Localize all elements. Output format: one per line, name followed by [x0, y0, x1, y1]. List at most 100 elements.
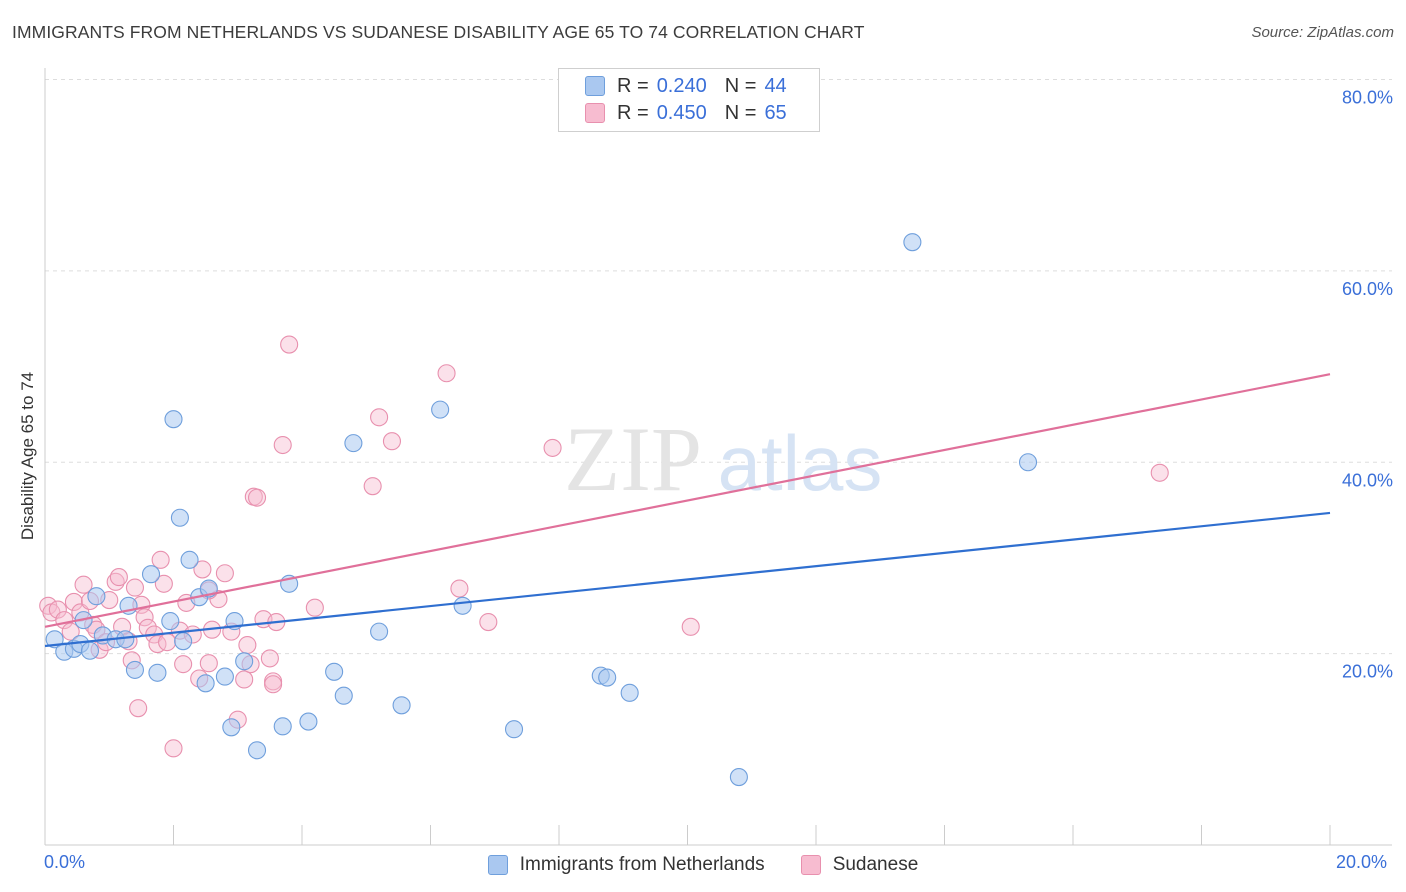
legend-swatch-blue — [585, 76, 605, 96]
netherlands-trend-line — [44, 511, 1331, 648]
watermark-zip: ZIP — [564, 408, 702, 510]
sudanese-point — [235, 670, 254, 689]
correlation-legend: R = 0.240 N = 44 R = 0.450 N = 65 — [558, 68, 820, 132]
sudanese-point — [264, 675, 283, 694]
chart-title: IMMIGRANTS FROM NETHERLANDS VS SUDANESE … — [12, 22, 865, 42]
sudanese-point — [1150, 463, 1169, 482]
y-tick-label-40: 40.0% — [1342, 470, 1393, 490]
sudanese-point — [681, 617, 700, 636]
sudanese-point — [164, 739, 183, 758]
sudanese-point — [215, 564, 234, 583]
legend-swatch-pink — [585, 103, 605, 123]
netherlands-point — [598, 668, 617, 687]
legend-r-value: 0.240 — [656, 74, 707, 97]
netherlands-point — [148, 663, 167, 682]
legend-row-netherlands: R = 0.240 N = 44 — [585, 73, 787, 99]
netherlands-point — [273, 717, 292, 736]
netherlands-point — [392, 696, 411, 715]
netherlands-point — [729, 768, 748, 787]
legend-label-netherlands: Immigrants from Netherlands — [519, 854, 765, 875]
y-tick-labels: 20.0% 40.0% 60.0% 80.0% — [1342, 88, 1393, 682]
netherlands-point — [174, 632, 193, 651]
netherlands-point — [87, 587, 106, 606]
sudanese-point — [247, 488, 267, 507]
legend-n-label: N = — [724, 101, 757, 124]
legend-item-netherlands: Immigrants from Netherlands — [487, 854, 765, 876]
legend-n-value: 65 — [764, 101, 787, 124]
y-tick-label-80: 80.0% — [1342, 88, 1393, 108]
sudanese-point — [61, 622, 80, 641]
y-tick-label-60: 60.0% — [1342, 279, 1393, 299]
watermark: ZIP atlas — [564, 408, 882, 510]
sudanese-point — [151, 550, 170, 569]
legend-item-sudanese: Sudanese — [800, 854, 919, 876]
sudanese-point — [238, 635, 257, 655]
sudanese-point — [135, 608, 154, 627]
watermark-atlas: atlas — [718, 419, 883, 507]
sudanese-point — [437, 364, 456, 383]
netherlands-point — [1018, 453, 1038, 472]
netherlands-point — [334, 686, 353, 705]
sudanese-point — [48, 600, 67, 619]
netherlands-point — [903, 233, 922, 252]
source-label: Source: ZipAtlas.com — [1251, 24, 1394, 41]
netherlands-points — [45, 233, 1038, 787]
netherlands-point — [620, 683, 639, 702]
sudanese-point — [363, 477, 382, 496]
netherlands-point — [196, 674, 215, 693]
y-tick-label-20: 20.0% — [1342, 662, 1393, 682]
netherlands-point — [164, 410, 183, 429]
axes — [44, 68, 1392, 846]
netherlands-point — [325, 662, 344, 681]
netherlands-point — [247, 741, 267, 760]
sudanese-point — [450, 579, 469, 598]
netherlands-point — [222, 718, 241, 737]
sudanese-point — [273, 435, 292, 455]
sudanese-point — [129, 699, 148, 718]
netherlands-point — [299, 712, 318, 731]
x-tick-label-max: 20.0% — [1336, 852, 1388, 872]
sudanese-point — [382, 432, 402, 451]
sudanese-trend-line — [44, 373, 1331, 628]
netherlands-point — [431, 400, 450, 419]
sudanese-point — [199, 654, 218, 673]
legend-swatch-blue — [487, 855, 508, 875]
y-axis-label: Disability Age 65 to 74 — [18, 371, 37, 541]
x-tick-label-min: 0.0% — [44, 852, 86, 872]
grid-lines — [45, 79, 1392, 655]
legend-r-label: R = — [617, 101, 649, 124]
legend-n-value: 44 — [764, 74, 787, 97]
sudanese-point — [109, 568, 128, 587]
netherlands-point — [170, 508, 189, 527]
sudanese-point — [280, 335, 299, 354]
netherlands-point — [215, 667, 234, 686]
legend-r-label: R = — [617, 74, 649, 97]
netherlands-point — [125, 660, 144, 679]
sudanese-point — [154, 574, 173, 593]
legend-row-sudanese: R = 0.450 N = 65 — [585, 100, 787, 126]
netherlands-point — [180, 550, 199, 569]
legend-r-value: 0.450 — [656, 101, 707, 124]
sudanese-point — [370, 408, 389, 427]
sudanese-point — [174, 655, 193, 674]
sudanese-point — [193, 560, 212, 579]
sudanese-point — [479, 612, 498, 632]
netherlands-point — [141, 565, 161, 584]
legend-swatch-pink — [800, 855, 821, 875]
netherlands-point — [504, 720, 524, 739]
legend-n-label: N = — [724, 74, 757, 97]
sudanese-point — [305, 598, 324, 617]
netherlands-point — [161, 612, 180, 631]
sudanese-point — [543, 438, 562, 457]
netherlands-point — [80, 641, 100, 660]
netherlands-point — [453, 596, 472, 615]
series-legend: Immigrants from Netherlands Sudanese — [0, 852, 1406, 878]
netherlands-point — [370, 622, 389, 641]
sudanese-point — [64, 592, 83, 612]
sudanese-point — [74, 575, 93, 594]
legend-label-sudanese: Sudanese — [832, 854, 919, 875]
netherlands-point — [344, 434, 363, 453]
netherlands-point — [235, 652, 254, 671]
sudanese-point — [260, 649, 279, 668]
